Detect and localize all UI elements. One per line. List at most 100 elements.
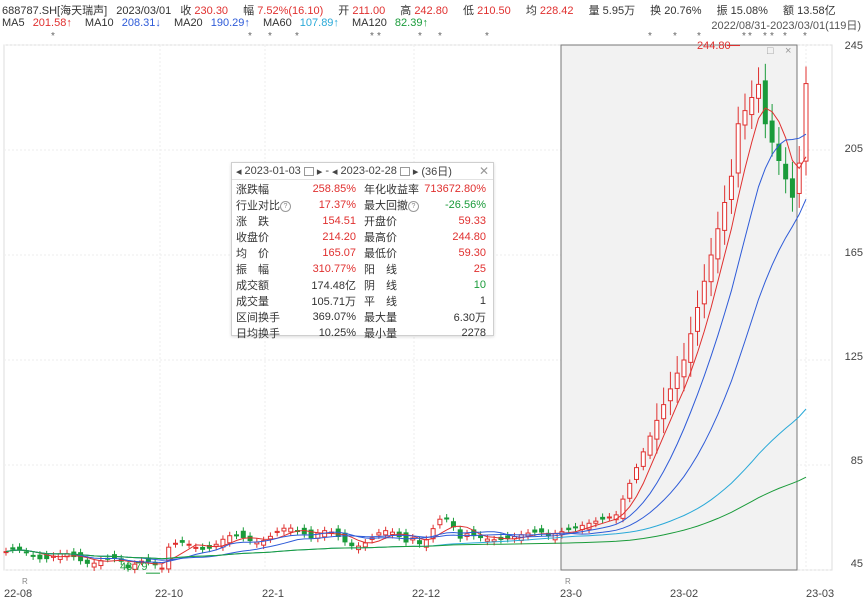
avg-price: 228.42 [539, 5, 574, 17]
event-star[interactable]: * [295, 31, 299, 42]
stats-cell: 105.71万 [311, 296, 356, 308]
high-marker: 244.80 [697, 40, 731, 52]
candle-body [484, 538, 490, 542]
stats-row: 行业对比? 17.37% 最大回撤? -26.56% [234, 197, 488, 213]
y-tick: 45 [850, 558, 863, 570]
change: 7.52%(16.10) [257, 5, 324, 17]
stats-cell: 10 [473, 279, 486, 291]
candle-body [539, 528, 545, 533]
stats-cell: 最低价 [364, 248, 397, 260]
candle-body [708, 254, 714, 283]
event-star[interactable]: * [803, 31, 807, 42]
range-end-date[interactable]: 2023-02-28 [340, 165, 397, 177]
stats-cell: 均 价 [236, 248, 269, 260]
event-star[interactable]: * [763, 31, 767, 42]
candle-body [308, 529, 314, 539]
candle-body [362, 542, 368, 548]
candle-body [213, 543, 219, 547]
ma5-label: MA5 201.58↑ [2, 17, 72, 29]
stats-row: 涨跌幅 258.85% 年化收益率 713672.80% [234, 181, 488, 197]
candle-body [437, 518, 443, 526]
candle-body [566, 527, 572, 531]
event-star[interactable]: * [418, 31, 422, 42]
candle-body [688, 333, 694, 363]
event-star[interactable]: * [783, 31, 787, 42]
event-star[interactable]: * [648, 31, 652, 42]
candle-body [159, 567, 165, 570]
stats-cell: 区间换手 [236, 312, 280, 324]
stats-cell: 涨 跌 [236, 216, 269, 228]
candle-body [200, 546, 206, 550]
turnover: 20.76% [664, 5, 702, 17]
candle-body [227, 535, 233, 544]
candle-body [23, 551, 29, 554]
stats-cell: 行业对比 [236, 200, 280, 212]
prev-start-icon[interactable]: ◂ [236, 165, 242, 178]
event-star[interactable]: * [485, 31, 489, 42]
candle-body [701, 280, 707, 305]
y-tick: 125 [844, 351, 863, 363]
x-tick: 22-10 [155, 588, 184, 600]
stats-cell: 日均换手 [236, 328, 280, 340]
prev-end-icon[interactable]: ◂ [332, 165, 338, 178]
candle-body [247, 535, 253, 542]
candle-body [30, 554, 36, 557]
event-star[interactable]: * [748, 31, 752, 42]
range-maximize-icon[interactable]: □ [767, 45, 774, 57]
event-star[interactable]: * [248, 31, 252, 42]
next-end-icon[interactable]: ▸ [412, 165, 419, 178]
candle-body [783, 163, 789, 180]
stats-cell: 258.85% [312, 183, 356, 195]
calendar-icon[interactable] [303, 166, 314, 176]
event-star[interactable]: * [268, 31, 272, 42]
range-start-date[interactable]: 2023-01-03 [244, 165, 301, 177]
stats-row: 日均换手 10.25% 最小量 2278 [234, 325, 488, 341]
x-tick: 22-12 [412, 588, 441, 600]
calendar-icon[interactable] [399, 166, 410, 176]
event-star[interactable]: * [770, 31, 774, 42]
stats-cell: 阴 线 [364, 280, 397, 292]
amount: 13.58亿 [797, 5, 836, 17]
event-star[interactable]: * [742, 31, 746, 42]
stats-cell: -26.56% [445, 199, 486, 211]
candle-body [600, 516, 606, 520]
stats-row: 振 幅 310.77% 阳 线 25 [234, 261, 488, 277]
candle-body [769, 120, 775, 143]
candle-body [376, 532, 382, 536]
candle-body [505, 535, 511, 539]
candle-body [586, 522, 592, 530]
range-close-icon[interactable]: × [785, 45, 792, 57]
event-star[interactable]: * [438, 31, 442, 42]
ma10-label: MA10 208.31↓ [84, 17, 161, 29]
candle-body [742, 110, 748, 126]
candle-body [10, 547, 16, 550]
event-star[interactable]: * [673, 31, 677, 42]
candle-body [715, 228, 721, 260]
amplitude: 15.08% [730, 5, 768, 17]
event-star[interactable]: * [370, 31, 374, 42]
y-tick: 85 [850, 455, 863, 467]
close-icon[interactable]: ✕ [478, 164, 489, 178]
volume: 5.95万 [602, 5, 636, 17]
stats-cell: 17.37% [318, 199, 356, 211]
ma20-label: MA20 190.29↑ [173, 17, 250, 29]
event-star[interactable]: * [377, 31, 381, 42]
x-tick: 23-03 [806, 588, 835, 600]
stats-row: 成交量 105.71万平 线 1 [234, 293, 488, 309]
candle-body [193, 546, 199, 549]
y-tick: 165 [844, 247, 863, 259]
event-star[interactable]: * [51, 31, 55, 42]
y-tick: 205 [844, 143, 863, 155]
stats-cell: 214.20 [322, 231, 356, 243]
close-price: 230.30 [194, 5, 229, 17]
stats-cell: 开盘价 [364, 216, 397, 228]
event-star[interactable]: * [697, 31, 701, 42]
help-icon[interactable]: ? [280, 200, 291, 212]
candle-body [383, 530, 389, 536]
stats-cell: 713672.80% [424, 183, 486, 195]
next-start-icon[interactable]: ▸ [316, 165, 323, 178]
candle-body [179, 540, 185, 543]
help-icon[interactable]: ? [408, 200, 419, 212]
ma120-line [5, 476, 807, 560]
